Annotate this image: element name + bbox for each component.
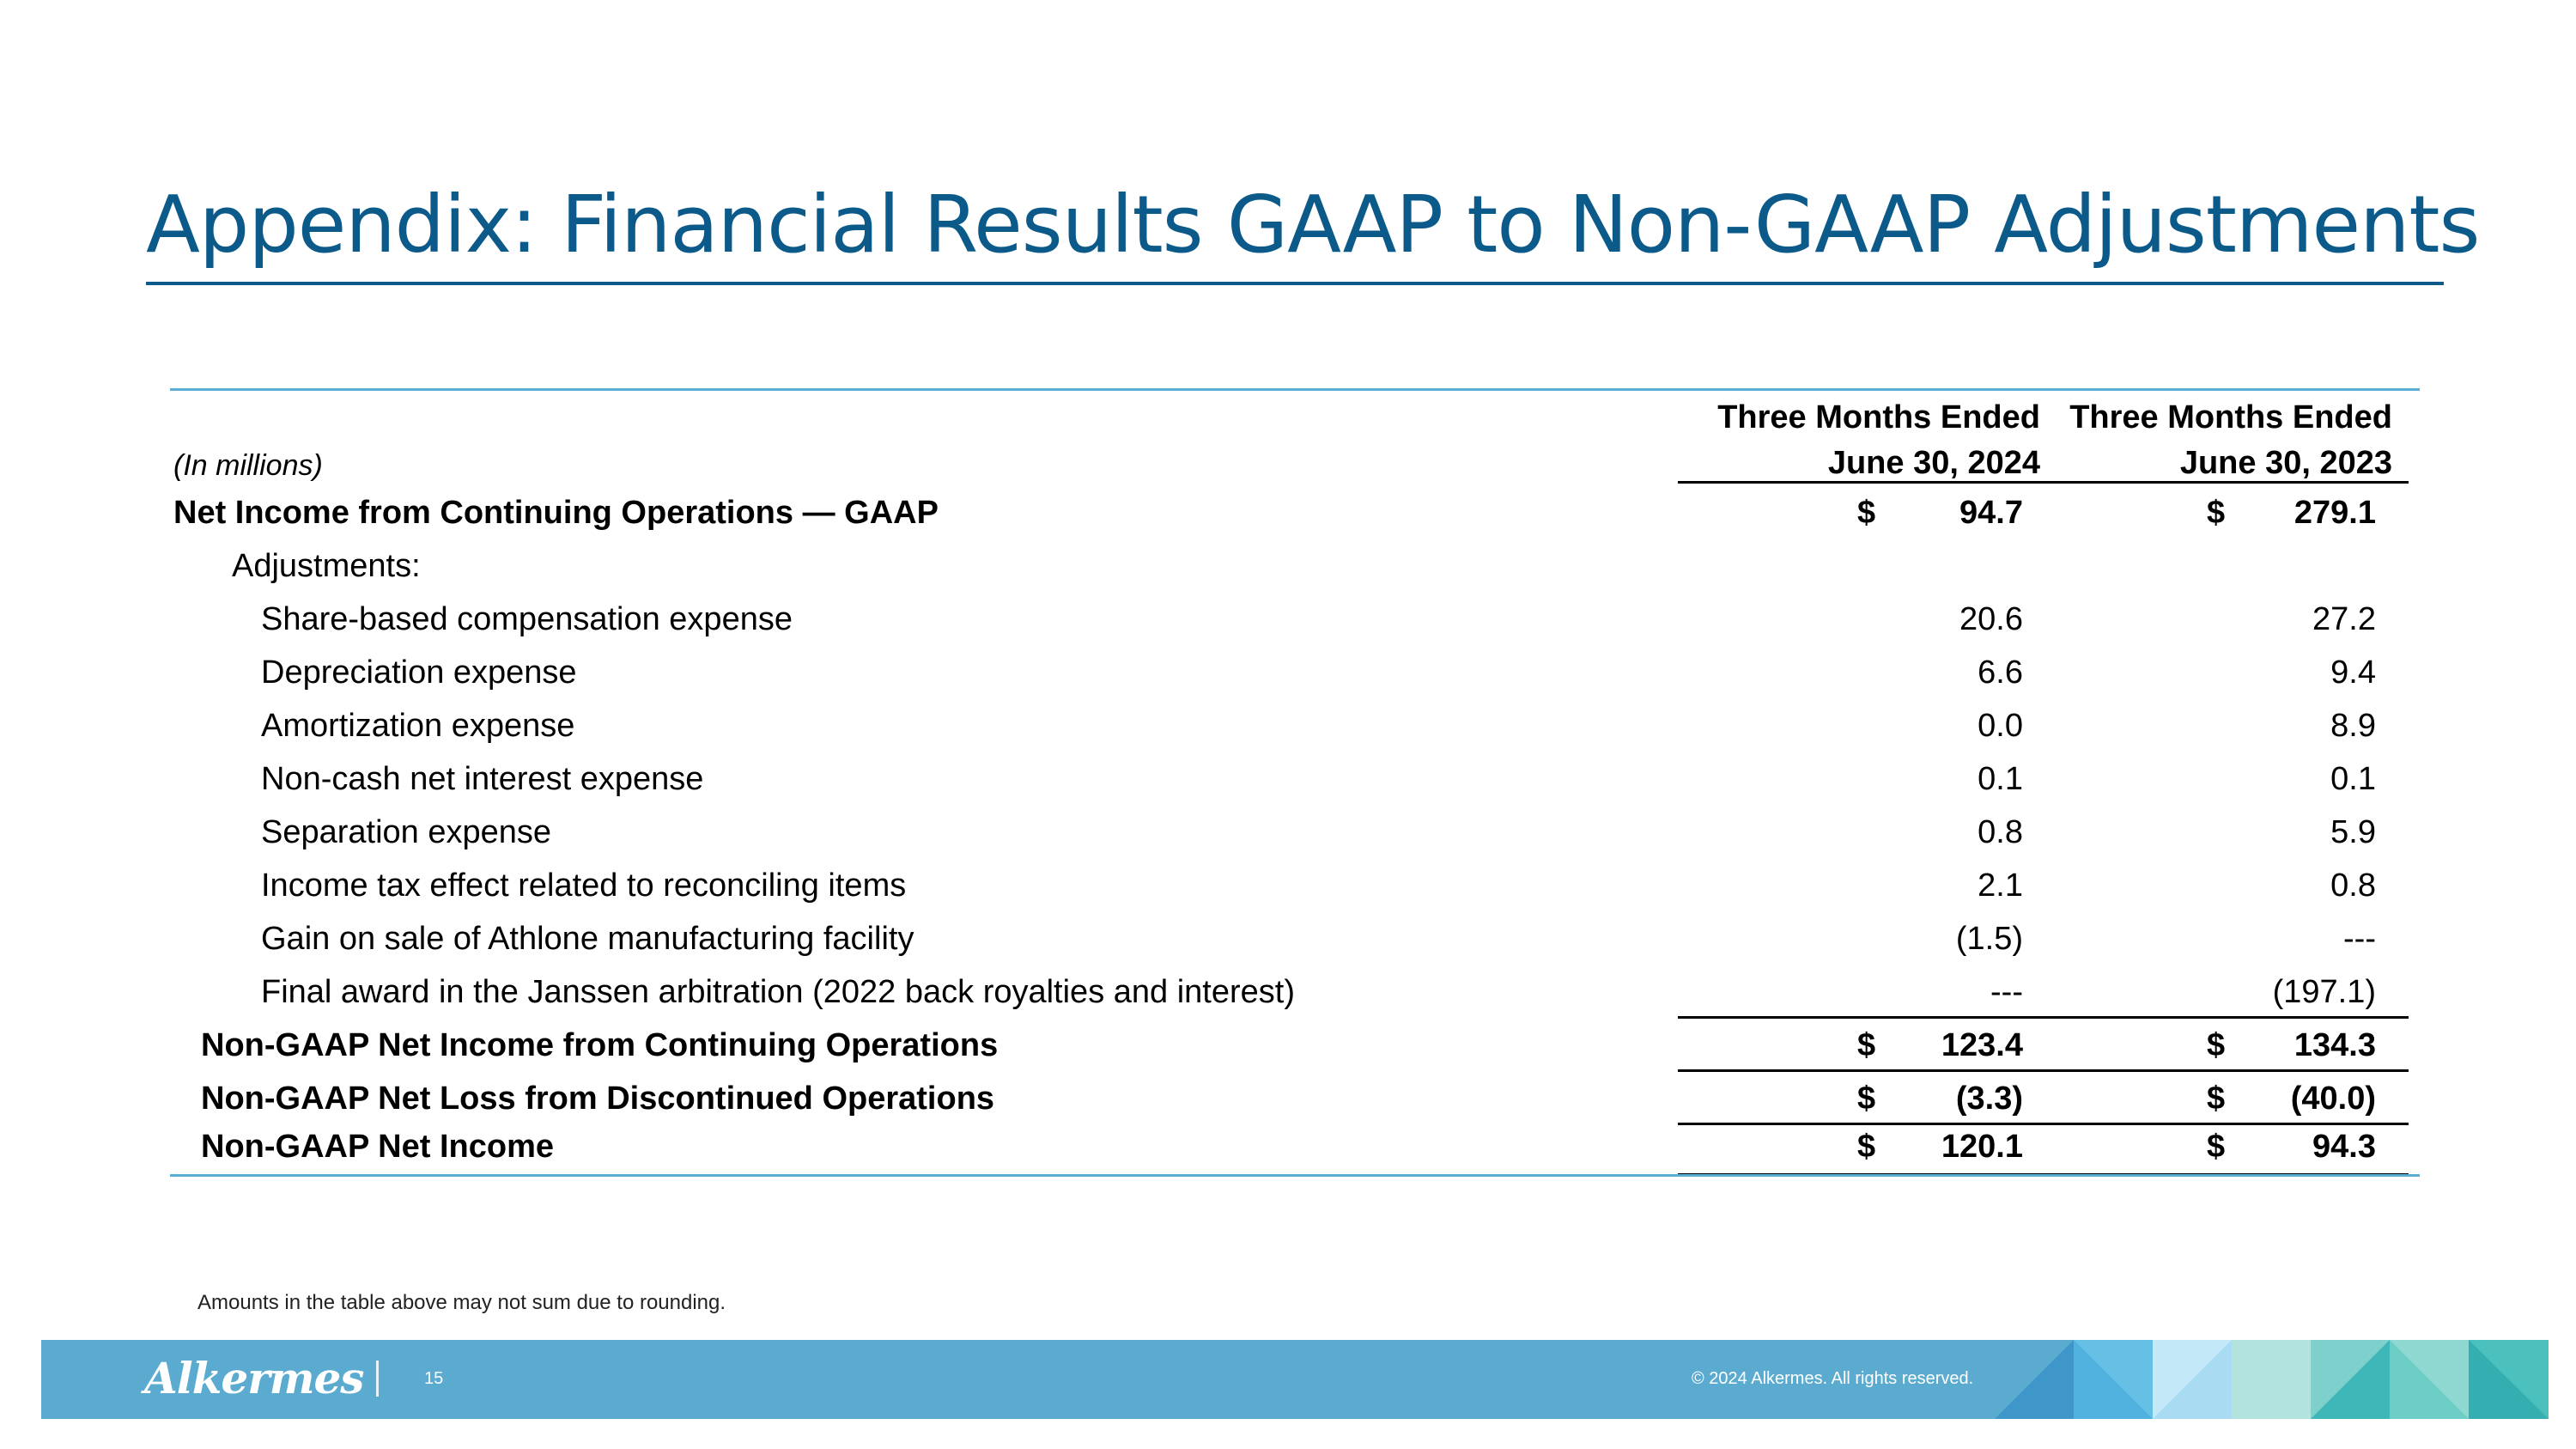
title-underline [146,282,2444,285]
footnote: Amounts in the table above may not sum d… [197,1291,726,1314]
row-label: Depreciation expense [261,654,577,691]
value-2024: (3.3) [1955,1081,2023,1117]
value-2024: --- [1990,974,2023,1010]
value-2024: 123.4 [1941,1027,2023,1063]
row-label: Net Income from Continuing Operations — … [173,495,939,531]
dollar-sign: $ [2207,1081,2226,1117]
row-label: Share-based compensation expense [261,601,793,637]
footer-separator [376,1361,379,1397]
table-bottom-rule [170,1174,2420,1177]
footer-bar: Alkermes 15 © 2024 Alkermes. All rights … [41,1340,2549,1419]
value-2024: 0.0 [1978,708,2023,744]
reconciliation-table: Three Months Ended June 30, 2024 Three M… [170,388,2420,1177]
table-row: Income tax effect related to reconciling… [170,859,2420,912]
row-label: Non-cash net interest expense [261,761,704,797]
value-2024: 0.8 [1978,814,2023,850]
units-label: (In millions) [173,449,323,482]
subtotal-rule [1678,1069,2409,1072]
dollar-sign: $ [1857,1129,1876,1165]
table-row: Non-GAAP Net Income from Continuing Oper… [170,1019,2420,1072]
table-row: Non-GAAP Net Income $ 120.1 $ 94.3 [170,1120,2420,1173]
table-row: Adjustments: [170,539,2420,593]
row-label: Non-GAAP Net Income from Continuing Oper… [201,1027,999,1063]
slide-title: Appendix: Financial Results GAAP to Non-… [146,179,2480,271]
value-2024: 94.7 [1959,495,2023,531]
table-row: Separation expense 0.8 5.9 [170,806,2420,859]
dollar-sign: $ [2207,495,2226,531]
table-row: Non-cash net interest expense 0.1 0.1 [170,752,2420,806]
value-2023: --- [2343,921,2376,957]
value-2024: 120.1 [1941,1129,2023,1165]
alkermes-logo: Alkermes [144,1353,364,1403]
value-2023: 94.3 [2312,1129,2376,1165]
dollar-sign: $ [1857,1027,1876,1063]
table-row: Gain on sale of Athlone manufacturing fa… [170,912,2420,965]
value-2023: 8.9 [2330,708,2376,744]
column-header-2024: Three Months Ended June 30, 2024 [1717,399,2040,481]
table-row: Amortization expense 0.0 8.9 [170,699,2420,752]
dollar-sign: $ [2207,1129,2226,1165]
value-2023: 9.4 [2330,654,2376,691]
row-label: Final award in the Janssen arbitration (… [261,974,1295,1010]
value-2024: 6.6 [1978,654,2023,691]
value-2023: 27.2 [2312,601,2376,637]
row-label: Gain on sale of Athlone manufacturing fa… [261,921,914,957]
value-2023: (197.1) [2272,974,2376,1010]
row-label: Non-GAAP Net Income [201,1129,555,1165]
subtotal-rule [1678,1123,2409,1125]
table-row: Non-GAAP Net Loss from Discontinued Oper… [170,1072,2420,1125]
value-2023: (40.0) [2290,1081,2376,1117]
value-2024: 20.6 [1959,601,2023,637]
dollar-sign: $ [1857,495,1876,531]
table-row: Final award in the Janssen arbitration (… [170,965,2420,1019]
dollar-sign: $ [2207,1027,2226,1063]
row-label: Non-GAAP Net Loss from Discontinued Oper… [201,1081,995,1117]
row-label: Adjustments: [232,548,421,584]
value-2023: 5.9 [2330,814,2376,850]
table-row: Share-based compensation expense 20.6 27… [170,593,2420,646]
table-row: Depreciation expense 6.6 9.4 [170,646,2420,699]
value-2023: 279.1 [2293,495,2376,531]
value-2024: 2.1 [1978,868,2023,904]
page-number: 15 [424,1369,444,1388]
table-top-rule [170,388,2420,391]
column-header-2023: Three Months Ended June 30, 2023 [2069,399,2392,481]
row-label: Amortization expense [261,708,575,744]
value-2024: 0.1 [1978,761,2023,797]
row-label: Separation expense [261,814,552,850]
decorative-mosaic [1995,1340,2549,1419]
value-2023: 0.1 [2330,761,2376,797]
row-label: Income tax effect related to reconciling… [261,868,907,904]
header-underline [1678,481,2409,484]
value-2023: 134.3 [2293,1027,2376,1063]
subtotal-rule [1678,1016,2409,1019]
dollar-sign: $ [1857,1081,1876,1117]
value-2024: (1.5) [1955,921,2023,957]
copyright-notice: © 2024 Alkermes. All rights reserved. [1692,1369,1974,1388]
value-2023: 0.8 [2330,868,2376,904]
table-row: Net Income from Continuing Operations — … [170,486,2420,539]
